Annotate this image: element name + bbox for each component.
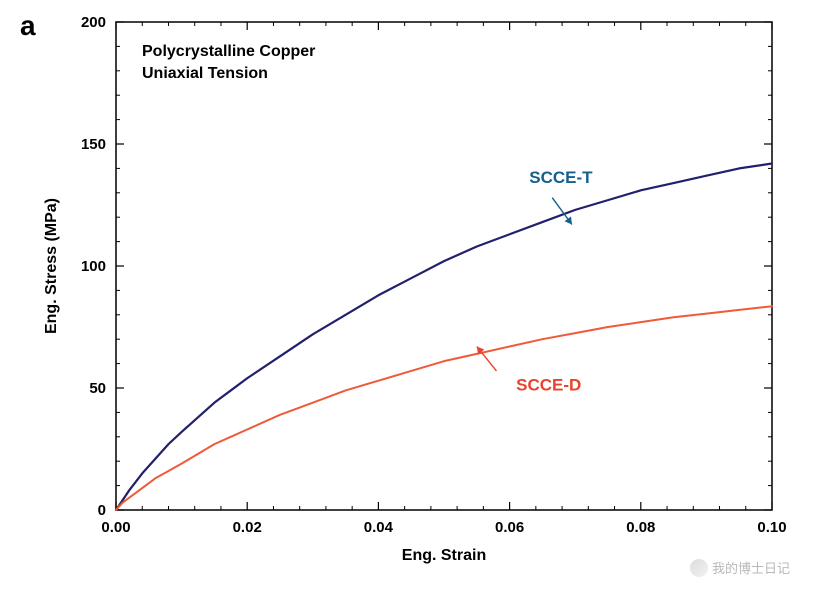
svg-text:0.08: 0.08	[626, 519, 655, 536]
series-SCCE-D	[116, 306, 772, 510]
svg-text:0.10: 0.10	[757, 519, 786, 536]
svg-text:Eng. Strain: Eng. Strain	[402, 547, 486, 564]
svg-text:150: 150	[81, 136, 106, 153]
wechat-icon	[690, 559, 708, 577]
svg-text:Polycrystalline Copper: Polycrystalline Copper	[142, 43, 315, 60]
svg-text:200: 200	[81, 14, 106, 31]
svg-text:0.04: 0.04	[364, 519, 394, 536]
watermark: 我的博士日记	[690, 558, 790, 577]
svg-text:0.02: 0.02	[233, 519, 262, 536]
series-label-SCCE-T: SCCE-T	[529, 168, 593, 187]
series-label-SCCE-D: SCCE-D	[516, 375, 581, 394]
svg-text:Uniaxial Tension: Uniaxial Tension	[142, 65, 268, 82]
watermark-text: 我的博士日记	[712, 558, 790, 577]
stress-strain-chart: 0.00 0.02 0.04 0.06 0.08 0.10 0 50 100 150 200 Eng.…	[0, 0, 828, 592]
svg-text:Eng. Stress (MPa): Eng. Stress (MPa)	[43, 198, 60, 334]
chart-container: 0.00 0.02 0.04 0.06 0.08 0.10 0 50 100 150 200 Eng.…	[0, 0, 828, 592]
svg-text:0: 0	[98, 502, 106, 519]
series-SCCE-T	[116, 164, 772, 510]
panel-letter: a	[20, 10, 36, 42]
svg-text:50: 50	[89, 380, 106, 397]
svg-text:100: 100	[81, 258, 106, 275]
svg-text:0.06: 0.06	[495, 519, 524, 536]
svg-text:0.00: 0.00	[101, 519, 130, 536]
